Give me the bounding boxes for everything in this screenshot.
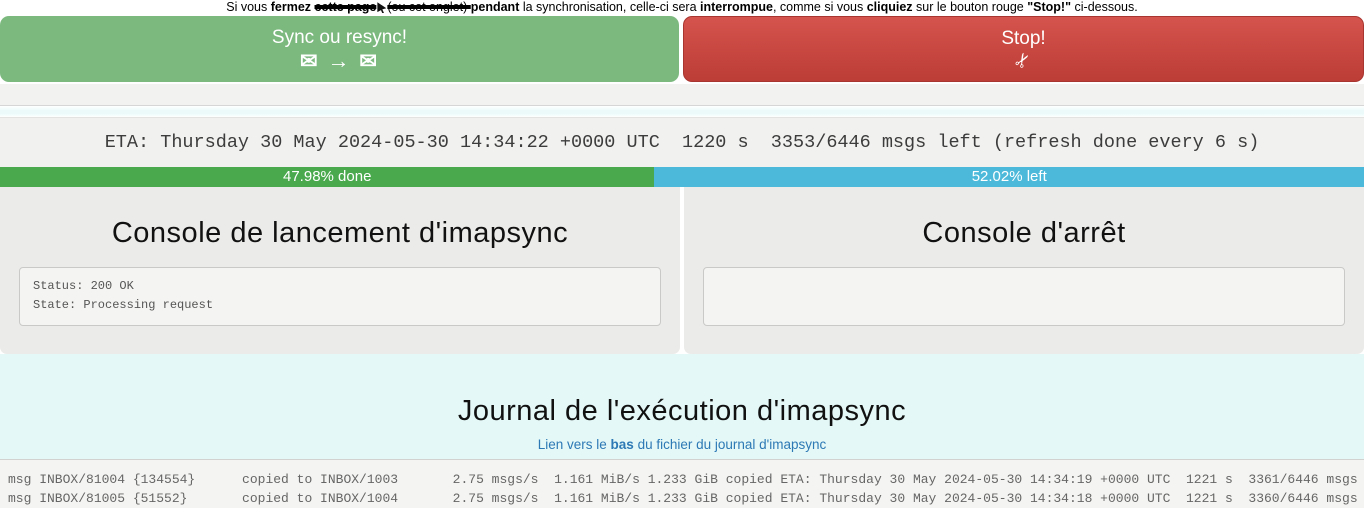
note-struck-onglet: (ou cet onglet): [387, 0, 471, 14]
eta-text: ETA: Thursday 30 May 2024-05-30 14:34:22…: [104, 132, 1260, 153]
consoles-row: Console de lancement d'imapsync Status: …: [0, 187, 1364, 354]
form-area-strip: [0, 84, 1364, 106]
note-text: sur le bouton rouge: [912, 0, 1028, 14]
journal-bottom-link[interactable]: Lien vers le bas du fichier du journal d…: [538, 437, 827, 452]
note-text: Si vous: [226, 0, 271, 14]
journal-title: Journal de l'exécution d'imapsync: [457, 395, 907, 427]
note-bold-fermez: fermez: [270, 0, 315, 14]
envelope-icon: ✉: [359, 49, 379, 73]
scissors-icon: ✂: [1009, 48, 1037, 73]
launch-console-title: Console de lancement d'imapsync: [111, 217, 569, 249]
log-lines: msg INBOX/81004 {134554} copied to INBOX…: [8, 472, 1358, 506]
stop-console-title: Console d'arrêt: [922, 217, 1126, 249]
note-bold-stop: "Stop!": [1027, 0, 1072, 14]
stop-console-output: [703, 267, 1345, 326]
eta-status-bar: ETA: Thursday 30 May 2024-05-30 14:34:22…: [0, 117, 1364, 167]
stop-button-label: Stop!: [1001, 28, 1046, 49]
stop-button[interactable]: Stop! ✂: [683, 16, 1364, 82]
warning-note: Si vous fermez cette page (ou cet onglet)…: [0, 0, 1364, 15]
journal-link-text: du fichier du journal d'imapsync: [633, 437, 827, 452]
mouse-cursor-icon: [377, 2, 387, 14]
note-text: la synchronisation, celle-ci sera: [519, 0, 700, 14]
sync-button-icons: ✉ → ✉: [300, 47, 379, 73]
launch-console-output: Status: 200 OK State: Processing request: [19, 267, 661, 326]
arrow-right-icon: →: [327, 47, 352, 73]
note-bold-interrompue: interrompue: [700, 0, 773, 14]
note-text: ci-dessous.: [1071, 0, 1138, 14]
journal-link-bold: bas: [610, 437, 634, 452]
log-area: msg INBOX/81004 {134554} copied to INBOX…: [0, 459, 1364, 508]
action-buttons-row: Sync ou resync! ✉ → ✉ Stop! ✂: [0, 15, 1364, 84]
journal-section: Journal de l'exécution d'imapsync Lien v…: [0, 354, 1364, 459]
launch-console-panel: Console de lancement d'imapsync Status: …: [0, 187, 680, 354]
sync-progress-bar: 47.98% done 52.02% left: [0, 167, 1364, 187]
note-bold-cliquiez: cliquiez: [866, 0, 913, 14]
envelope-icon: ✉: [300, 49, 320, 73]
progress-done-segment: 47.98% done: [0, 167, 655, 187]
note-bold-pendant: pendant: [470, 0, 520, 14]
divider-strip: [0, 106, 1364, 117]
note-text: , comme si vous: [772, 0, 867, 14]
sync-button-label: Sync ou resync!: [271, 26, 408, 48]
journal-link-text: Lien vers le: [537, 437, 611, 452]
progress-left-segment: 52.02% left: [654, 167, 1364, 187]
stop-console-panel: Console d'arrêt: [684, 187, 1364, 354]
sync-button[interactable]: Sync ou resync! ✉ → ✉: [0, 16, 679, 82]
note-struck-page: cette page: [314, 0, 377, 14]
